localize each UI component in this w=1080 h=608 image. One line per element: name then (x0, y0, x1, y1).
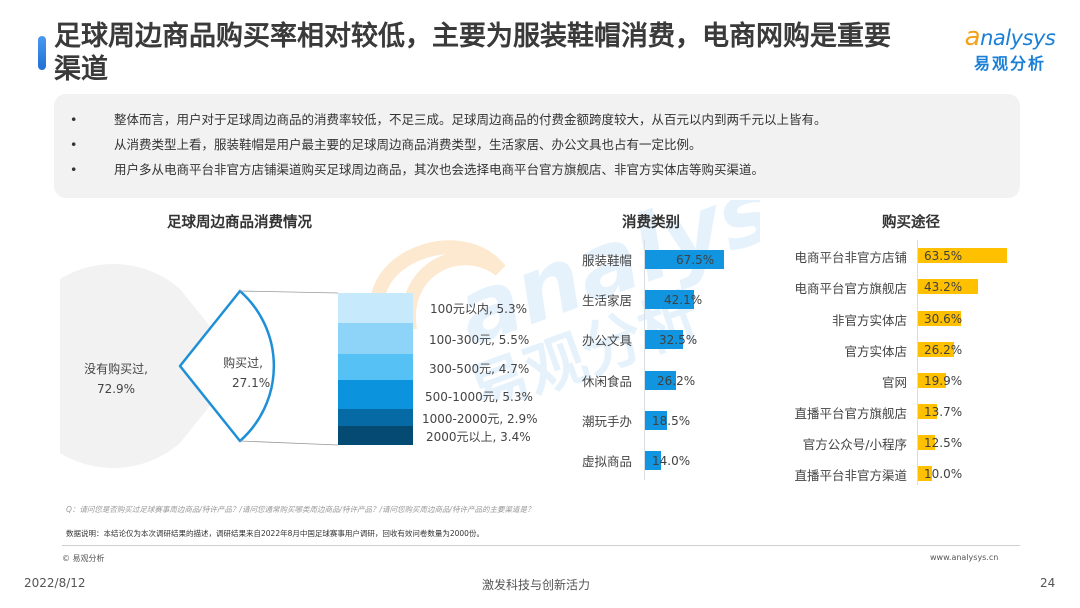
summary-item: • 整体而言，用户对于足球周边商品的消费率较低，不足三成。足球周边商品的付费金额跨… (68, 107, 1020, 132)
category-value: 18.5% (652, 414, 691, 428)
consumption-pie-chart (60, 264, 413, 468)
summary-box: • 整体而言，用户对于足球周边商品的消费率较低，不足三成。足球周边商品的付费金额跨… (54, 94, 1020, 198)
footer-slogan: 激发科技与创新活力 (482, 578, 591, 592)
channel-bar (918, 248, 1007, 263)
channel-bar (918, 279, 978, 294)
channel-label: 官方公众号/小程序 (802, 437, 907, 452)
pie-label-purchased: 购买过, 27.1% (223, 356, 271, 390)
channel-bar (918, 404, 937, 419)
category-bar (645, 290, 694, 309)
category-label: 服装鞋帽 (581, 253, 632, 268)
channel-bar (918, 373, 946, 388)
channel-value: 26.2% (924, 343, 963, 357)
consumption-chart-title: 足球周边商品消费情况 (167, 215, 312, 231)
category-chart-title: 消费类别 (622, 215, 680, 231)
channel-label: 官方实体店 (844, 344, 907, 359)
category-label: 生活家居 (581, 293, 632, 308)
channel-label: 直播平台官方旗舰店 (794, 406, 907, 421)
page-number: 24 (1040, 576, 1056, 590)
category-bar (645, 411, 667, 430)
logo-cn-text: 易观分析 (973, 54, 1046, 73)
segment-label: 100-300元, 5.5% (429, 333, 530, 347)
channel-label: 官网 (881, 375, 907, 390)
category-axis (644, 240, 645, 480)
channel-value: 12.5% (924, 436, 963, 450)
channel-label: 直播平台非官方渠道 (794, 468, 907, 483)
category-label: 休闲食品 (581, 374, 632, 389)
data-note: 数据说明：本结论仅为本次调研结果的描述，调研结果来自2022年8月中国足球赛事用… (66, 529, 484, 538)
channel-value: 13.7% (924, 405, 963, 419)
segment-label: 300-500元, 4.7% (429, 362, 530, 376)
category-value: 14.0% (652, 454, 691, 468)
pie-label-not-purchased: 没有购买过, 72.9% (84, 362, 148, 396)
footer-date: 2022/8/12 (24, 576, 86, 590)
segment-label: 2000元以上, 3.4% (426, 430, 531, 444)
footer-divider (62, 545, 1020, 546)
bullet-icon: • (70, 162, 78, 177)
segment-label: 500-1000元, 5.3% (425, 390, 533, 404)
category-label: 办公文具 (581, 333, 632, 348)
channel-chart-title: 购买途径 (882, 215, 940, 231)
channel-label: 电商平台官方旗舰店 (794, 281, 907, 296)
channel-bar (918, 342, 954, 357)
category-bar (645, 330, 683, 349)
channel-value: 10.0% (924, 467, 963, 481)
logo-en-text: nalysys (980, 26, 1056, 50)
channel-bar (918, 466, 932, 481)
segment-label: 100元以内, 5.3% (430, 302, 528, 316)
analysys-logo: analysys 易观分析 (955, 22, 1065, 74)
channel-value: 63.5% (924, 249, 963, 263)
category-label: 潮玩手办 (581, 414, 632, 429)
channel-axis (917, 240, 918, 485)
segment-label: 1000-2000元, 2.9% (422, 412, 538, 426)
category-bar (645, 250, 724, 269)
copyright: © 易观分析 (62, 554, 105, 563)
channel-label: 非官方实体店 (831, 313, 907, 328)
channel-bar (918, 311, 961, 326)
category-value: 67.5% (676, 253, 715, 267)
channel-value: 19.9% (924, 374, 963, 388)
category-bar (645, 371, 676, 390)
logo-initial: a (964, 22, 981, 52)
question-note: Q：请问您是否购买过足球赛事周边商品/特许产品？/请问您通常购买哪类周边商品/特… (66, 505, 535, 514)
channel-label: 电商平台非官方店铺 (794, 250, 907, 265)
category-value: 42.1% (664, 293, 703, 307)
category-bar (645, 451, 661, 470)
page-title: 足球周边商品购买率相对较低，主要为服装鞋帽消费，电商网购是重要渠道 (54, 21, 891, 85)
summary-item: • 从消费类型上看，服装鞋帽是用户最主要的足球周边商品消费类型，生活家居、办公文具… (68, 132, 1020, 157)
category-value: 26.2% (657, 374, 696, 388)
channel-bar (918, 435, 935, 450)
title-accent-bar (38, 36, 46, 70)
category-label: 虚拟商品 (581, 454, 632, 469)
website-link[interactable]: www.analysys.cn (930, 553, 999, 562)
channel-value: 30.6% (924, 312, 963, 326)
bullet-icon: • (70, 112, 78, 127)
category-value: 32.5% (659, 333, 698, 347)
summary-item: • 用户多从电商平台非官方店铺渠道购买足球周边商品，其次也会选择电商平台官方旗舰店… (68, 157, 1020, 182)
bullet-icon: • (70, 137, 78, 152)
channel-value: 43.2% (924, 280, 963, 294)
